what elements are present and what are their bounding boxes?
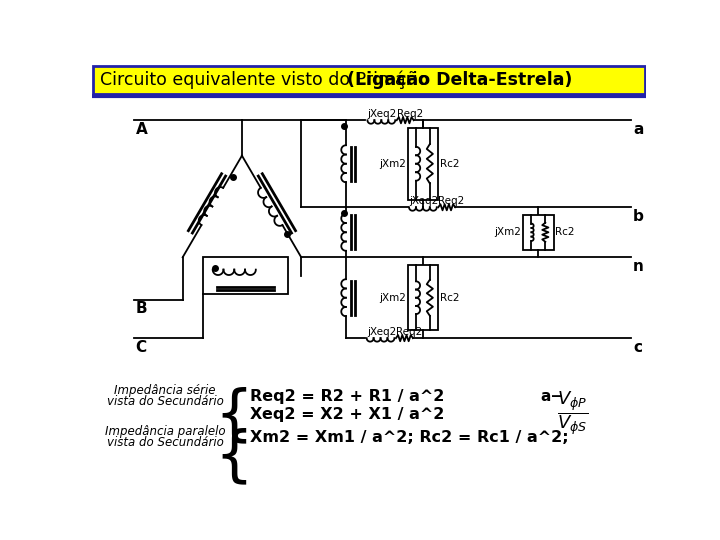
Text: Req2: Req2: [397, 109, 423, 119]
Text: jXeq2: jXeq2: [366, 327, 396, 336]
Bar: [523, 215, 554, 249]
Text: Xeq2 = X2 + X1 / a^2: Xeq2 = X2 + X1 / a^2: [250, 408, 444, 422]
Text: Impedância série: Impedância série: [114, 384, 216, 397]
Text: vista do Secundário: vista do Secundário: [107, 395, 223, 408]
Bar: [408, 265, 438, 330]
Text: Rc2: Rc2: [555, 227, 575, 237]
Text: {: {: [215, 428, 253, 487]
Text: n: n: [633, 259, 644, 274]
Text: C: C: [135, 340, 147, 355]
Text: c: c: [633, 340, 642, 355]
Text: B: B: [135, 301, 148, 316]
Text: (Ligação Delta-Estrela): (Ligação Delta-Estrela): [348, 71, 573, 89]
Text: Req2: Req2: [396, 327, 422, 336]
Text: {: {: [215, 387, 253, 446]
FancyBboxPatch shape: [94, 66, 644, 94]
Text: A: A: [135, 122, 148, 137]
Text: a−: a−: [540, 389, 563, 404]
Text: jXeq2: jXeq2: [409, 195, 438, 206]
Text: Rc2: Rc2: [440, 159, 459, 168]
Text: Req2 = R2 + R1 / a^2: Req2 = R2 + R1 / a^2: [250, 389, 444, 404]
Text: Circuito equivalente visto do Primário: Circuito equivalente visto do Primário: [99, 71, 433, 90]
Bar: [408, 128, 438, 200]
Text: a: a: [633, 122, 644, 137]
Text: Rc2: Rc2: [440, 293, 459, 303]
Text: vista do Secundário: vista do Secundário: [107, 436, 223, 449]
Text: $\dfrac{V_{\phi P}}{V_{\phi S}}$: $\dfrac{V_{\phi P}}{V_{\phi S}}$: [557, 389, 588, 437]
Text: jXm2: jXm2: [379, 293, 406, 303]
Text: jXm2: jXm2: [379, 159, 406, 168]
Text: Impedância paralelo: Impedância paralelo: [104, 425, 225, 438]
Text: jXm2: jXm2: [495, 227, 521, 237]
Bar: [204, 257, 288, 294]
Text: Xm2 = Xm1 / a^2; Rc2 = Rc1 / a^2;: Xm2 = Xm1 / a^2; Rc2 = Rc1 / a^2;: [250, 430, 568, 445]
Text: Req2: Req2: [438, 195, 464, 206]
Text: b: b: [633, 209, 644, 224]
Text: jXeq2: jXeq2: [366, 109, 396, 119]
